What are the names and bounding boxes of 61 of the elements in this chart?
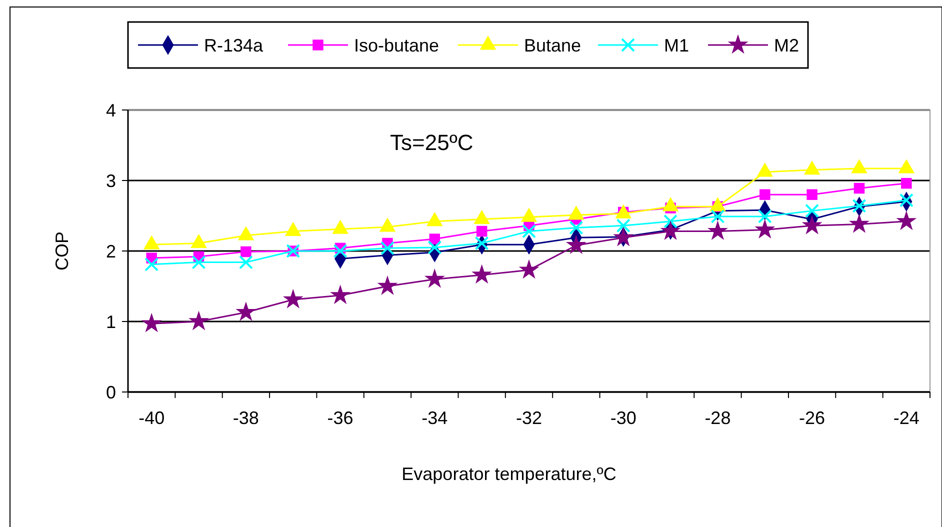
point bbox=[760, 189, 770, 200]
legend-label: R-134a bbox=[204, 35, 264, 56]
point bbox=[616, 218, 630, 233]
point bbox=[188, 310, 209, 330]
point bbox=[805, 204, 820, 218]
point bbox=[522, 224, 536, 238]
point bbox=[330, 284, 351, 304]
point bbox=[899, 193, 914, 208]
point bbox=[282, 288, 304, 308]
point bbox=[192, 255, 206, 270]
point bbox=[236, 302, 256, 322]
point bbox=[240, 246, 252, 258]
y-tick-label: 0 bbox=[106, 382, 116, 402]
legend-label: Iso-butane bbox=[354, 35, 440, 56]
point bbox=[806, 189, 818, 200]
point bbox=[472, 264, 492, 284]
y-tick-label: 3 bbox=[106, 170, 116, 191]
point bbox=[474, 236, 489, 250]
point bbox=[518, 259, 540, 279]
point bbox=[613, 226, 634, 246]
y-tick-label: 2 bbox=[106, 241, 116, 262]
point bbox=[707, 220, 728, 240]
point bbox=[854, 182, 865, 194]
point bbox=[141, 312, 162, 332]
legend-label: Butane bbox=[524, 35, 582, 56]
y-tick-label: 1 bbox=[106, 312, 116, 332]
x-tick-label: -30 bbox=[610, 408, 636, 428]
x-tick-label: -26 bbox=[799, 408, 826, 428]
x-tick-label: -24 bbox=[893, 408, 920, 428]
point bbox=[802, 214, 822, 234]
point bbox=[896, 210, 917, 230]
point bbox=[852, 198, 866, 213]
point bbox=[476, 226, 488, 237]
point bbox=[380, 241, 394, 256]
x-tick-label: -36 bbox=[327, 408, 354, 428]
x-tick-label: -34 bbox=[422, 408, 448, 428]
point bbox=[569, 220, 584, 235]
legend-label: M1 bbox=[664, 35, 690, 56]
point bbox=[758, 209, 772, 224]
point bbox=[849, 213, 870, 233]
x-tick-label: -40 bbox=[138, 408, 165, 428]
x-tick-label: -38 bbox=[232, 408, 259, 428]
point bbox=[754, 219, 776, 239]
point bbox=[660, 220, 681, 240]
point bbox=[710, 209, 725, 224]
y-axis-title: COP bbox=[52, 231, 72, 271]
point bbox=[664, 214, 678, 228]
point bbox=[377, 276, 398, 295]
point bbox=[424, 268, 445, 288]
x-tick-label: -32 bbox=[516, 408, 542, 428]
point bbox=[566, 234, 586, 254]
legend-label: M2 bbox=[774, 35, 800, 56]
annotation: Ts=25ºC bbox=[390, 130, 474, 155]
point bbox=[428, 240, 442, 254]
point bbox=[238, 255, 253, 270]
x-axis-title: Evaporator temperature,ºC bbox=[402, 464, 616, 484]
y-tick-label: 4 bbox=[106, 100, 116, 120]
point bbox=[333, 244, 348, 258]
point bbox=[901, 178, 912, 189]
point bbox=[144, 257, 159, 272]
x-tick-label: -28 bbox=[704, 408, 731, 428]
